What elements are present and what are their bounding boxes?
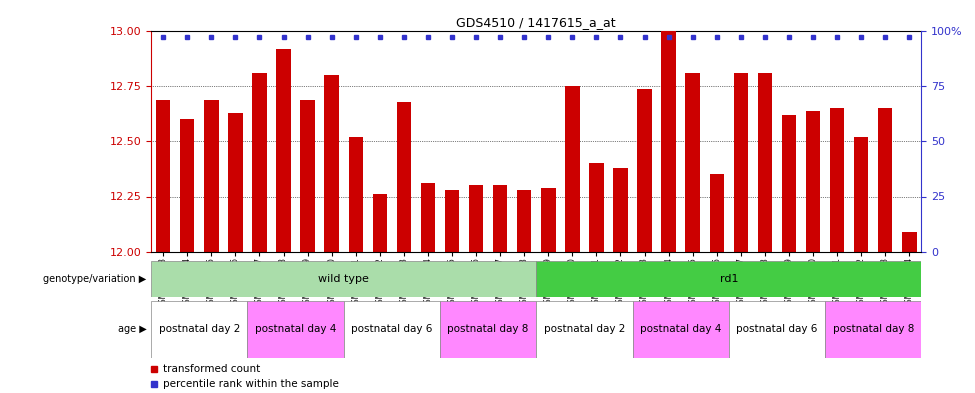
Text: postnatal day 2: postnatal day 2	[159, 324, 240, 334]
Bar	[300, 100, 315, 252]
Bar	[878, 108, 892, 252]
Bar	[825, 301, 921, 358]
Bar	[710, 174, 724, 252]
Bar	[397, 102, 411, 252]
Bar	[151, 301, 248, 358]
Bar	[248, 301, 343, 358]
Bar	[180, 119, 194, 252]
Bar	[854, 137, 869, 252]
Bar	[493, 185, 507, 252]
Text: wild type: wild type	[318, 274, 370, 284]
Bar	[589, 163, 604, 252]
Bar	[228, 113, 243, 252]
Text: postnatal day 6: postnatal day 6	[736, 324, 818, 334]
Bar	[276, 49, 291, 252]
Bar	[633, 301, 729, 358]
Bar	[806, 111, 820, 252]
Bar	[440, 301, 536, 358]
Bar	[325, 75, 339, 252]
Bar	[517, 190, 531, 252]
Text: genotype/variation ▶: genotype/variation ▶	[43, 274, 146, 284]
Bar	[151, 261, 536, 297]
Bar	[204, 100, 218, 252]
Bar	[253, 73, 267, 252]
Text: postnatal day 2: postnatal day 2	[544, 324, 625, 334]
Bar	[421, 183, 435, 252]
Bar	[729, 301, 825, 358]
Text: postnatal day 4: postnatal day 4	[254, 324, 336, 334]
Bar	[536, 301, 633, 358]
Bar	[733, 73, 748, 252]
Bar	[830, 108, 844, 252]
Bar	[469, 185, 484, 252]
Bar	[638, 89, 652, 252]
Text: percentile rank within the sample: percentile rank within the sample	[163, 378, 338, 389]
Bar	[685, 73, 700, 252]
Text: postnatal day 6: postnatal day 6	[351, 324, 433, 334]
Text: transformed count: transformed count	[163, 364, 260, 374]
Bar	[445, 190, 459, 252]
Bar	[536, 261, 921, 297]
Bar	[661, 31, 676, 252]
Bar	[343, 301, 440, 358]
Title: GDS4510 / 1417615_a_at: GDS4510 / 1417615_a_at	[456, 16, 616, 29]
Bar	[902, 232, 916, 252]
Bar	[613, 168, 628, 252]
Text: postnatal day 8: postnatal day 8	[833, 324, 914, 334]
Bar	[348, 137, 363, 252]
Bar	[156, 100, 171, 252]
Text: rd1: rd1	[720, 274, 738, 284]
Bar	[541, 188, 556, 252]
Text: age ▶: age ▶	[118, 324, 146, 334]
Bar	[758, 73, 772, 252]
Bar	[372, 194, 387, 252]
Bar	[782, 115, 797, 252]
Text: postnatal day 8: postnatal day 8	[448, 324, 528, 334]
Text: postnatal day 4: postnatal day 4	[640, 324, 722, 334]
Bar	[566, 86, 579, 252]
